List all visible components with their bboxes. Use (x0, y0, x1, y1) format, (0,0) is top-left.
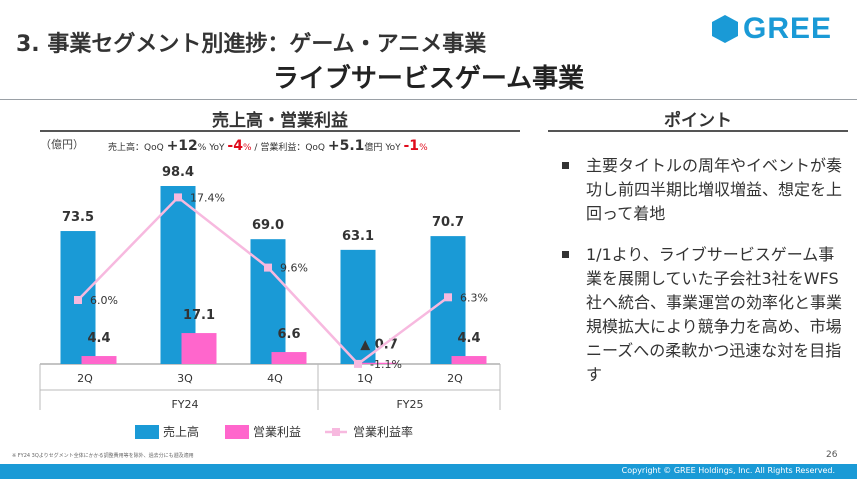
margin-point (264, 263, 272, 272)
legend-color-swatch (135, 425, 159, 439)
sales-value-label: 73.5 (62, 210, 94, 225)
op-profit-bar (81, 356, 117, 364)
sales-bar (340, 249, 376, 364)
legend-label: 営業利益率 (353, 424, 413, 439)
margin-value-label: 6.0% (90, 294, 118, 307)
margin-value-label: 9.6% (280, 262, 308, 275)
margin-value-label: 17.4% (190, 191, 225, 204)
category-label: 4Q (267, 372, 283, 385)
growth-summary: 売上高：QoQ +12% YoY -4% / 営業利益：QoQ +5.1億円 Y… (108, 138, 428, 154)
point-text-1: 主要タイトルの周年やイベントが奏功し前四半期比増収増益、想定を上回って着地 (586, 156, 843, 223)
square-bullet-icon (562, 162, 569, 169)
op-profit-value-label: 17.1 (183, 308, 215, 323)
op-profit-bar (181, 333, 217, 364)
point-item-1: 主要タイトルの周年やイベントが奏功し前四半期比増収増益、想定を上回って着地 (562, 154, 842, 226)
page-subtitle: ライブサービスゲーム事業 (272, 64, 585, 94)
page-title: 3. 事業セグメント別進捗：ゲーム・アニメ事業 (16, 32, 487, 57)
legend-marker-swatch (332, 428, 340, 436)
op-profit-value-label: 4.4 (457, 331, 480, 346)
copyright: Copyright © GREE Holdings, Inc. All Righ… (621, 466, 835, 475)
sales-value-label: 70.7 (432, 215, 464, 230)
summary-separator: / (254, 143, 258, 153)
op-profit-bar (451, 356, 487, 364)
margin-point (74, 296, 82, 304)
left-panel-underline (40, 130, 520, 132)
legend-label: 営業利益 (253, 425, 301, 439)
square-bullet-icon (562, 251, 569, 258)
op-yoy-label: YoY (385, 143, 401, 153)
margin-value-label: -1.1% (370, 358, 402, 371)
op-yoy: -1 (403, 138, 420, 154)
margin-point (174, 193, 182, 202)
sales-value-label: 69.0 (252, 218, 284, 233)
legend-label: 売上高 (163, 424, 199, 439)
op-qoq-unit: 億円 (364, 143, 383, 153)
op-qoq: +5.1 (327, 138, 365, 154)
sales-qoq: +12 (166, 138, 198, 154)
header-divider (0, 99, 857, 100)
sales-value-label: 98.4 (162, 165, 194, 180)
op-profit-value-label: 6.6 (277, 327, 300, 342)
sales-qoq-unit: % (197, 143, 207, 153)
margin-point (444, 293, 452, 302)
sales-value-label: 63.1 (342, 229, 374, 244)
page-number: 26 (826, 450, 838, 460)
sales-yoy-label: YoY (209, 143, 225, 153)
footnote: ※ FY24 3Qよりセグメント全体にかかる調整費用等を除外、過去分にも遡及適用 (12, 453, 194, 459)
op-label: 営業利益：QoQ (260, 143, 326, 153)
op-profit-bar (361, 362, 397, 364)
category-label: 2Q (447, 372, 463, 385)
unit-label: （億円） (40, 138, 84, 151)
footer-bar: Copyright © GREE Holdings, Inc. All Righ… (0, 464, 857, 479)
op-profit-value-label: 4.4 (87, 331, 110, 346)
logo-text: GREE (743, 12, 833, 45)
point-text-2: 1/1より、ライブサービスゲーム事業を展開していた子会社3社をWFS社へ統合、事… (586, 245, 843, 384)
category-label: 2Q (77, 372, 93, 385)
category-label: 3Q (177, 372, 193, 385)
point-item-2: 1/1より、ライブサービスゲーム事業を展開していた子会社3社をWFS社へ統合、事… (562, 243, 842, 387)
op-yoy-unit: % (419, 143, 428, 153)
hexagon-logo-icon (712, 15, 738, 43)
left-panel-title: 売上高・営業利益 (212, 111, 348, 131)
op-profit-bar (271, 352, 307, 364)
sales-yoy-unit: % (242, 143, 252, 153)
gree-logo: GREE (711, 12, 832, 46)
sales-yoy: -4 (227, 138, 243, 154)
sales-label: 売上高：QoQ (108, 143, 164, 153)
margin-point (354, 359, 362, 368)
group-label: FY24 (171, 398, 198, 411)
right-panel-title: ポイント (664, 111, 732, 131)
group-label: FY25 (396, 398, 423, 411)
category-label: 1Q (357, 372, 373, 385)
right-panel-underline (548, 130, 848, 132)
legend-color-swatch (225, 425, 249, 439)
margin-value-label: 6.3% (460, 291, 488, 304)
